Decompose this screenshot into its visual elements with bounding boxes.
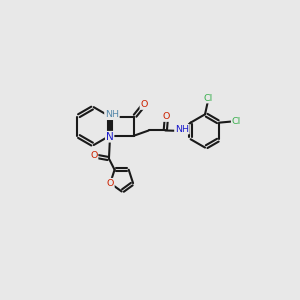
Text: Cl: Cl — [232, 117, 241, 126]
Text: NH: NH — [175, 124, 189, 134]
Text: N: N — [106, 132, 113, 142]
Text: O: O — [163, 112, 170, 121]
Text: O: O — [90, 152, 98, 160]
Text: NH: NH — [105, 110, 119, 119]
Text: Cl: Cl — [203, 94, 212, 103]
Text: O: O — [140, 100, 148, 109]
Text: O: O — [106, 179, 114, 188]
